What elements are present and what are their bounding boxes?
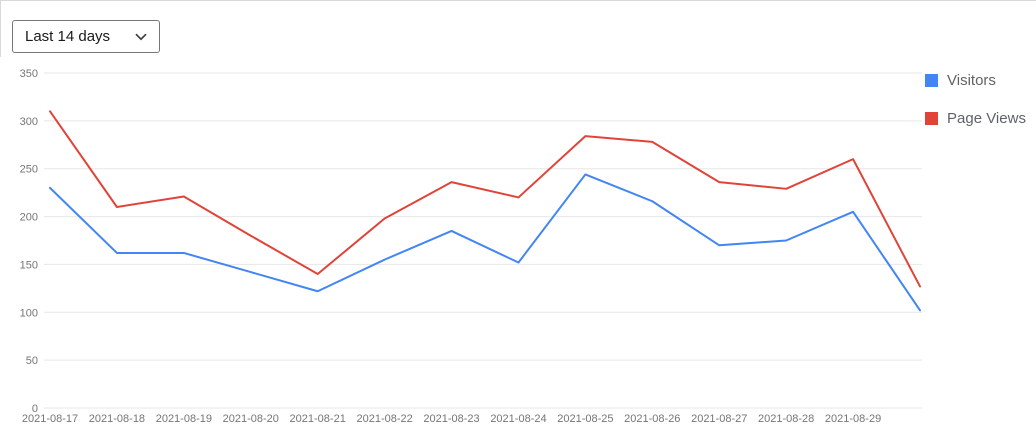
x-tick-label: 2021-08-22 [356,413,412,425]
x-tick-label: 2021-08-25 [557,413,613,425]
series-line-page-views [49,110,921,288]
chart-legend: Visitors Page Views [925,72,1026,127]
legend-label-visitors: Visitors [947,72,996,89]
y-tick-label: 0 [32,403,38,415]
chevron-down-icon [135,33,147,41]
x-tick-label: 2021-08-20 [223,413,279,425]
legend-item-visitors[interactable]: Visitors [925,72,1026,89]
date-range-value: Last 14 days [25,28,111,45]
series-line-visitors [49,173,921,312]
date-range-select[interactable]: Last 14 days [12,20,160,53]
legend-label-page-views: Page Views [947,110,1026,127]
x-tick-label: 2021-08-18 [89,413,145,425]
y-tick-label: 100 [20,307,38,319]
x-tick-label: 2021-08-29 [825,413,881,425]
window-edge [0,1,1,57]
y-tick-label: 350 [20,68,38,80]
x-tick-label: 2021-08-27 [691,413,747,425]
x-tick-label: 2021-08-21 [290,413,346,425]
x-tick-label: 2021-08-17 [22,413,78,425]
x-tick-label: 2021-08-23 [423,413,479,425]
line-chart: 0 50 100 150 200 250 300 350 2021-08-17 2021-08-1… [20,68,922,425]
x-tick-label: 2021-08-19 [156,413,212,425]
y-tick-label: 200 [20,212,38,224]
legend-swatch-page-views [925,112,938,125]
x-tick-label: 2021-08-28 [758,413,814,425]
y-tick-label: 300 [20,116,38,128]
x-tick-label: 2021-08-24 [490,413,546,425]
y-tick-label: 150 [20,259,38,271]
x-tick-label: 2021-08-26 [624,413,680,425]
y-tick-label: 250 [20,164,38,176]
legend-item-page-views[interactable]: Page Views [925,110,1026,127]
legend-swatch-visitors [925,74,938,87]
y-tick-label: 50 [26,355,38,367]
